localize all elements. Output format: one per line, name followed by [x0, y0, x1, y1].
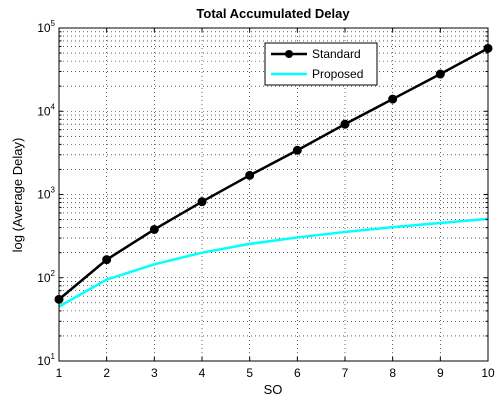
- data-point-standard: [102, 255, 112, 265]
- chart-title: Total Accumulated Delay: [196, 6, 350, 21]
- data-point-standard: [340, 119, 350, 129]
- y-tick-label: 105: [37, 19, 55, 35]
- y-tick-label: 104: [37, 102, 55, 118]
- x-tick-label: 9: [437, 366, 444, 380]
- data-point-standard: [197, 197, 207, 207]
- y-tick-label: 101: [37, 352, 55, 368]
- x-tick-label: 10: [481, 366, 495, 380]
- data-point-standard: [388, 94, 398, 104]
- x-tick-label: 8: [389, 366, 396, 380]
- x-tick-label: 1: [56, 366, 63, 380]
- series-layer: [54, 43, 493, 308]
- x-axis-label: SO: [264, 382, 283, 397]
- data-point-standard: [292, 145, 302, 155]
- data-point-standard: [435, 69, 445, 79]
- x-tick-label: 6: [294, 366, 301, 380]
- data-point-standard: [149, 224, 159, 234]
- x-tick-label: 5: [246, 366, 253, 380]
- legend-marker-standard: [285, 50, 293, 58]
- data-point-standard: [245, 170, 255, 180]
- x-tick-label: 7: [342, 366, 349, 380]
- x-tick-label: 3: [151, 366, 158, 380]
- legend-label-standard: Standard: [312, 47, 361, 61]
- y-tick-label: 103: [37, 186, 55, 202]
- legend-box: [264, 42, 378, 86]
- x-tick-label: 4: [199, 366, 206, 380]
- y-tick-label: 102: [37, 269, 55, 285]
- series-line-proposed: [58, 217, 489, 308]
- legend: Standard Proposed: [264, 42, 378, 86]
- y-axis-label: log (Average Delay): [10, 138, 25, 253]
- legend-label-proposed: Proposed: [312, 67, 363, 81]
- x-tick-label: 2: [103, 366, 110, 380]
- axis-ticks: 1 2 3 4 5 6 7 8 9 10 101 102 103 104 105: [37, 19, 495, 380]
- series-line-standard: [58, 47, 489, 301]
